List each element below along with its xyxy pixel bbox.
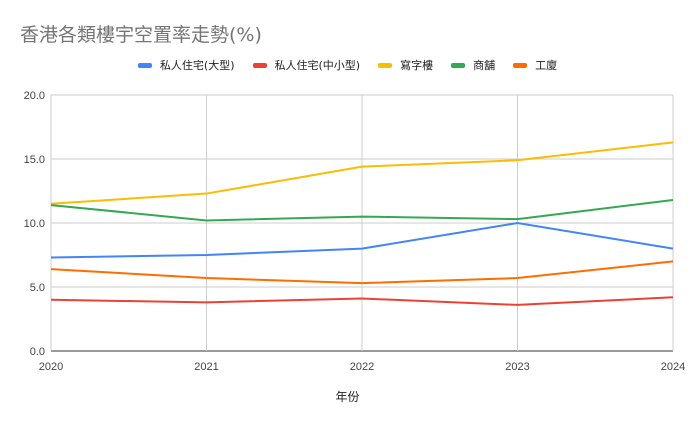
x-tick-label: 2024 bbox=[661, 361, 685, 373]
x-axis-label: 年份 bbox=[335, 390, 360, 404]
legend-item: 寫字樓 bbox=[378, 57, 433, 73]
legend-item: 私人住宅(中小型) bbox=[252, 57, 361, 73]
chart-title: 香港各類樓宇空置率走勢(%) bbox=[20, 24, 262, 46]
x-tick-label: 2021 bbox=[194, 361, 218, 373]
y-tick-label: 0.0 bbox=[30, 346, 45, 358]
legend-swatch bbox=[513, 62, 528, 68]
legend-swatch bbox=[451, 62, 466, 68]
x-tick-label: 2020 bbox=[39, 361, 63, 373]
y-tick-label: 15.0 bbox=[24, 154, 45, 166]
y-tick-label: 20.0 bbox=[24, 90, 45, 102]
legend-label: 寫字樓 bbox=[400, 59, 434, 72]
legend: 私人住宅(大型) 私人住宅(中小型) 寫字樓 商舖 工廈 bbox=[0, 57, 695, 73]
legend-swatch bbox=[137, 62, 152, 68]
legend-swatch bbox=[252, 62, 267, 68]
y-tick-label: 10.0 bbox=[24, 218, 45, 230]
legend-label: 商舖 bbox=[473, 59, 496, 72]
legend-swatch bbox=[378, 62, 393, 68]
legend-item: 工廈 bbox=[513, 57, 557, 73]
legend-item: 商舖 bbox=[451, 57, 495, 73]
x-tick-label: 2023 bbox=[505, 361, 529, 373]
legend-label: 私人住宅(大型) bbox=[159, 59, 235, 72]
legend-label: 私人住宅(中小型) bbox=[274, 59, 361, 72]
y-tick-label: 5.0 bbox=[30, 282, 45, 294]
legend-label: 工廈 bbox=[535, 59, 558, 72]
x-tick-label: 2022 bbox=[350, 361, 374, 373]
legend-item: 私人住宅(大型) bbox=[137, 57, 235, 73]
